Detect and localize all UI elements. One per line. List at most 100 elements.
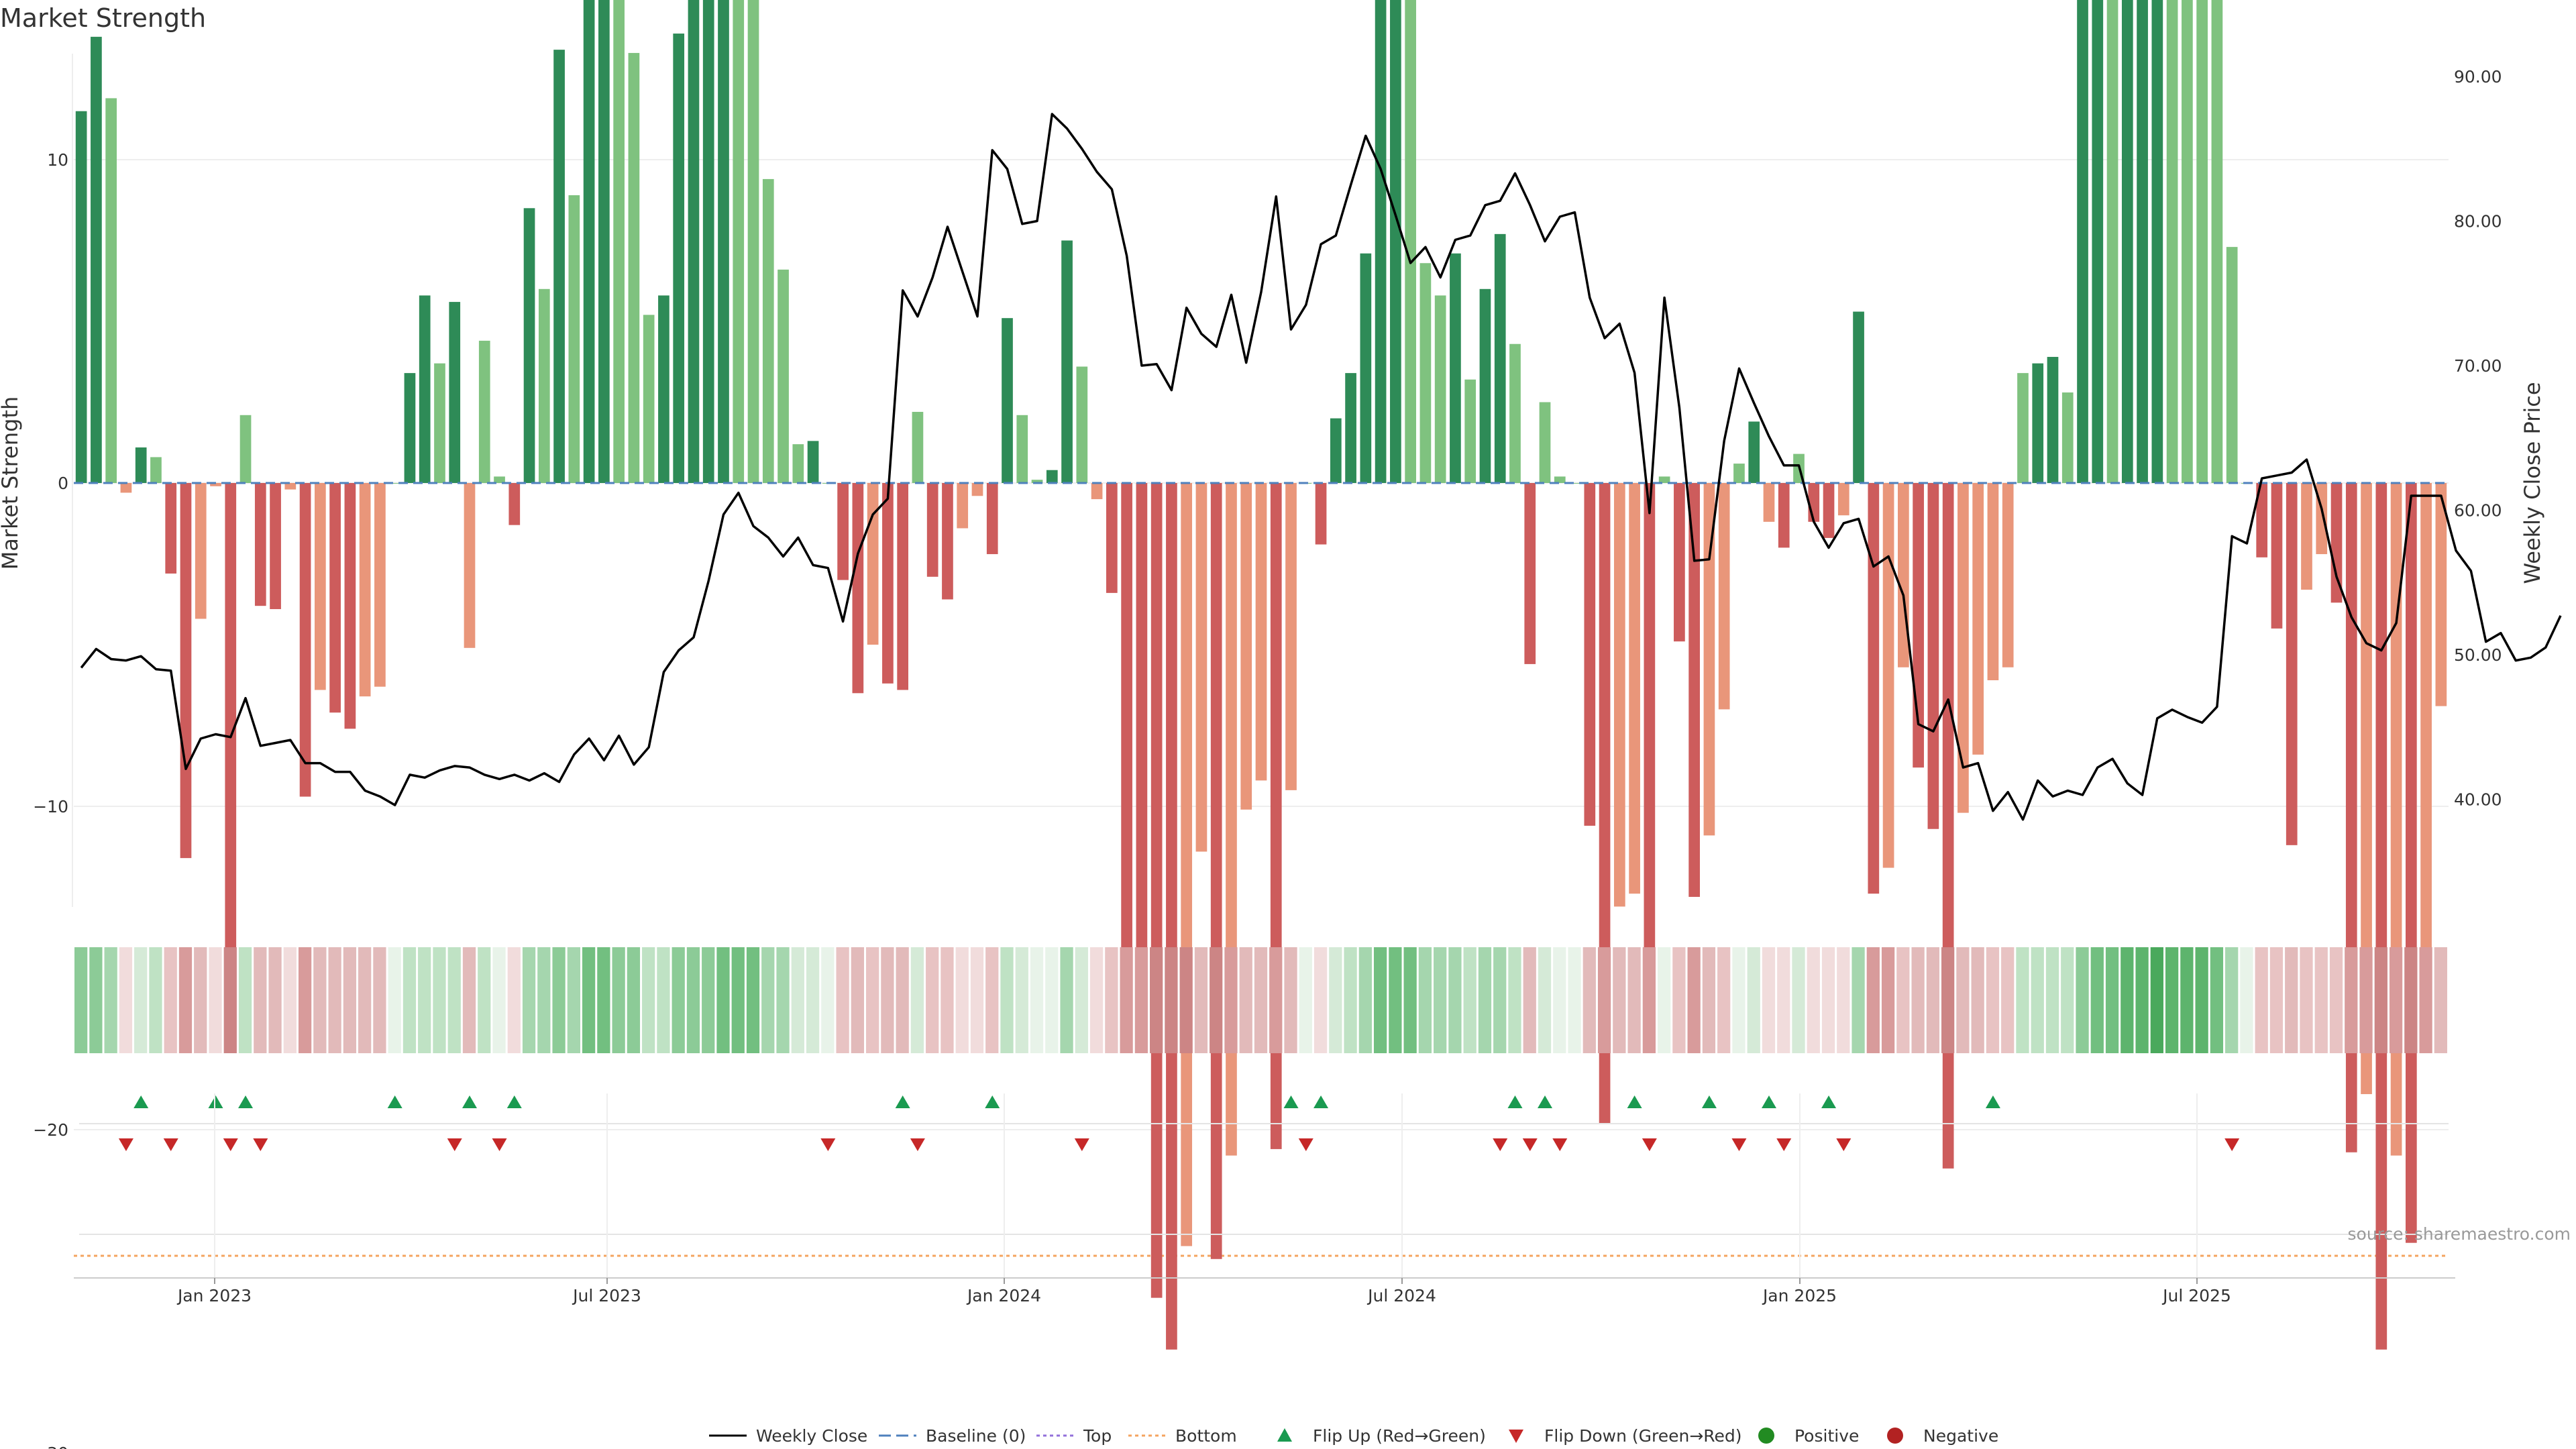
strength-bar [1195,483,1208,852]
strength-bar [807,441,819,483]
heat-cell [1687,947,1701,1053]
strength-bar [1240,483,1252,810]
strength-bar [404,373,416,483]
strength-bar [1509,343,1521,483]
strength-bar [538,288,550,483]
strength-bar [1002,318,1013,483]
strength-bar [2271,483,2283,629]
strength-bar [1584,483,1596,826]
heat-cell [1493,947,1507,1053]
strength-bar [1613,483,1625,907]
strength-bar [942,483,953,600]
source-note: source: sharemaestro.com [2348,1224,2571,1244]
heat-cell [567,947,580,1053]
strength-bar [494,476,505,483]
heat-cell [2359,947,2373,1053]
strength-bar [1121,483,1132,978]
strength-bar [464,483,476,648]
flip-up-marker [1627,1095,1642,1108]
legend-swatch-flip-up [1277,1428,1292,1442]
heat-cell [2269,947,2284,1053]
heat-cell [806,947,820,1053]
strength-bar [344,483,356,729]
heat-cell [1971,947,1984,1053]
heat-cell [1627,947,1641,1053]
strength-bar [1688,483,1701,897]
heat-cell [2195,947,2208,1053]
strength-bar [1972,483,1984,755]
strength-bar [2182,0,2193,483]
strength-bar [1703,483,1715,836]
chart-title: Market Strength [0,3,206,33]
flip-down-marker [2224,1138,2240,1151]
heat-cell [1911,947,1925,1053]
heat-cell [447,947,461,1053]
strength-bar [1076,366,1088,483]
right-tick-label: 90.00 [2454,67,2502,87]
heat-cell [2210,947,2224,1053]
heat-cell [89,947,103,1053]
heat-cell [2300,947,2313,1053]
heat-cell [1134,947,1148,1053]
strength-bar [1330,418,1342,483]
strength-bar [1957,483,1969,813]
heat-cell [2314,947,2328,1053]
heat-cell [2285,947,2298,1053]
x-tick-label: Jul 2024 [1366,1286,1436,1305]
strength-bar [1763,483,1775,522]
heat-cell [597,947,610,1053]
strength-bar [1882,483,1894,868]
heat-cell [1254,947,1268,1053]
heat-cell [1030,947,1044,1053]
heat-cell [1762,947,1776,1053]
strength-bar [1016,415,1028,483]
heat-cell [119,947,133,1053]
heat-cell [1732,947,1746,1053]
heat-cell [731,947,745,1053]
strength-bar [225,483,237,968]
strength-bar [747,0,759,483]
heat-cell [1418,947,1432,1053]
strength-bar [628,52,640,483]
heat-cell [2329,947,2343,1053]
strength-bar [926,483,938,577]
legend-swatch-flip-down [1509,1430,1523,1443]
flip-down-marker [1552,1138,1568,1151]
heat-cell [1642,947,1656,1053]
heat-cell [104,947,117,1053]
strength-bar [449,302,461,483]
heat-cell [761,947,775,1053]
strength-bar [2361,483,2372,1094]
heat-cell [1672,947,1686,1053]
heat-cell [970,947,984,1053]
strength-bar [2256,483,2268,557]
strength-bar [702,0,714,484]
y-axis-right-label: Weekly Close Price [2520,382,2545,584]
heat-cell [2061,947,2074,1053]
strength-bar [643,315,655,483]
left-tick-label: −30 [33,1444,68,1449]
strength-bar [1853,311,1864,483]
heat-cell [1239,947,1252,1053]
heat-cell [2121,947,2134,1053]
heat-cell [522,947,536,1053]
heat-cell [254,947,267,1053]
legend-label: Flip Up (Red→Green) [1313,1426,1486,1446]
flip-down-marker [118,1138,133,1151]
heat-cell [851,947,864,1053]
strength-bar [2196,0,2208,483]
strength-bar [1360,253,1372,483]
heat-cell [2031,947,2044,1053]
flip-down-marker [1642,1138,1657,1151]
right-tick-label: 70.00 [2454,356,2502,376]
strength-bar [329,483,341,713]
heat-cell [926,947,939,1053]
x-axis: Jan 2023 Jul 2023 Jan 2024 Jul 2024 Jan 2025… [74,1093,2455,1305]
heat-cell [2045,947,2059,1053]
heat-cell [268,947,282,1053]
x-tick-label: Jan 2023 [176,1286,252,1305]
heat-cell [2105,947,2119,1053]
heat-cell [1299,947,1312,1053]
strength-bar [1823,483,1835,538]
strength-bar [1942,483,1954,1169]
